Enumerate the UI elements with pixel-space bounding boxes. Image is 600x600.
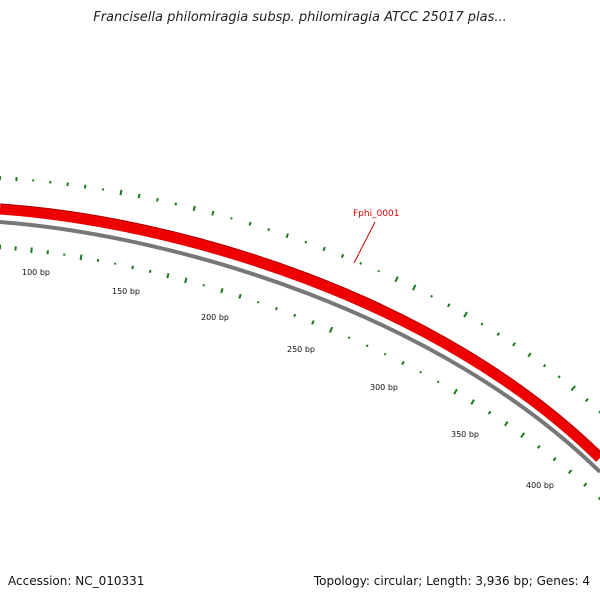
gc-tick — [79, 254, 83, 261]
gc-tick — [293, 313, 297, 318]
gc-tick — [446, 303, 451, 308]
gc-tick — [267, 228, 271, 232]
gc-tick — [520, 432, 526, 439]
gc-tick — [192, 205, 196, 212]
gc-tick — [512, 342, 516, 347]
scale-label: 150 bp — [112, 287, 140, 296]
summary-label: Topology: circular; Length: 3,936 bp; Ge… — [313, 574, 590, 588]
gc-tick — [274, 306, 278, 311]
gc-tick — [248, 221, 252, 226]
gene-label-fphi-0001[interactable]: Fphi_0001 — [353, 209, 400, 219]
gc-tick — [453, 388, 458, 395]
gc-tick — [411, 284, 417, 291]
outer-gc-ticks — [0, 176, 600, 414]
gc-tick — [463, 311, 468, 318]
map-title: Francisella philomiragia subsp. philomir… — [93, 10, 507, 25]
gc-tick — [597, 496, 600, 501]
gc-tick — [365, 344, 369, 348]
gc-tick — [220, 288, 224, 294]
gc-tick — [322, 246, 326, 252]
gc-tick — [119, 189, 123, 196]
accession-label: Accession: NC_010331 — [8, 574, 145, 588]
gc-tick — [156, 197, 159, 202]
gc-tick — [567, 469, 573, 474]
gc-tick — [184, 277, 188, 284]
gc-tick — [230, 217, 233, 220]
gc-tick — [570, 385, 576, 392]
scale-label: 100 bp — [22, 268, 50, 277]
gc-tick — [238, 293, 242, 299]
gc-tick — [211, 210, 215, 216]
gc-tick — [504, 421, 509, 427]
gc-tick — [202, 284, 206, 287]
gc-tick — [557, 375, 561, 379]
gc-tick — [394, 276, 399, 283]
scale-label: 300 bp — [370, 383, 398, 392]
inner-gc-ticks — [0, 244, 600, 501]
scale-labels: 100 bp 150 bp 200 bp 250 bp 300 bp 350 bp 400 … — [22, 268, 554, 490]
gc-tick — [470, 399, 475, 405]
gc-tick — [285, 233, 289, 239]
gc-tick — [536, 444, 541, 449]
gc-tick — [304, 240, 308, 244]
gc-tick — [552, 457, 557, 462]
gc-tick — [148, 269, 152, 273]
scale-label: 250 bp — [287, 345, 315, 354]
gc-tick — [598, 410, 600, 414]
gc-tick — [359, 261, 363, 265]
gc-tick — [496, 332, 500, 337]
gene-band-fphi-0001[interactable] — [0, 203, 600, 462]
gc-tick — [347, 336, 351, 339]
gene-label-leader — [353, 221, 376, 264]
gc-tick — [527, 352, 532, 358]
gc-tick — [383, 352, 387, 356]
gc-tick — [30, 247, 33, 254]
gc-tick — [377, 269, 380, 273]
gc-tick — [137, 193, 141, 199]
scale-label: 400 bp — [526, 481, 554, 490]
scale-label: 350 bp — [451, 430, 479, 439]
gc-tick — [166, 272, 170, 279]
gc-tick — [174, 202, 178, 206]
gc-tick — [256, 301, 260, 304]
gc-tick — [480, 322, 484, 326]
gc-tick — [46, 250, 49, 255]
gc-tick — [584, 398, 589, 402]
gc-tick — [328, 326, 334, 333]
gc-tick — [487, 410, 492, 415]
gene-band-edge — [0, 203, 600, 453]
gc-tick — [419, 370, 423, 374]
backbone-circle — [0, 220, 600, 474]
gc-tick — [430, 294, 433, 298]
gc-tick — [542, 363, 547, 368]
gc-tick — [340, 253, 345, 259]
gc-tick — [436, 380, 440, 384]
gc-tick — [131, 265, 134, 270]
gc-tick — [401, 360, 405, 366]
gc-tick — [583, 482, 588, 487]
gc-tick — [311, 320, 315, 325]
scale-label: 200 bp — [201, 313, 229, 322]
gc-tick — [83, 184, 87, 189]
